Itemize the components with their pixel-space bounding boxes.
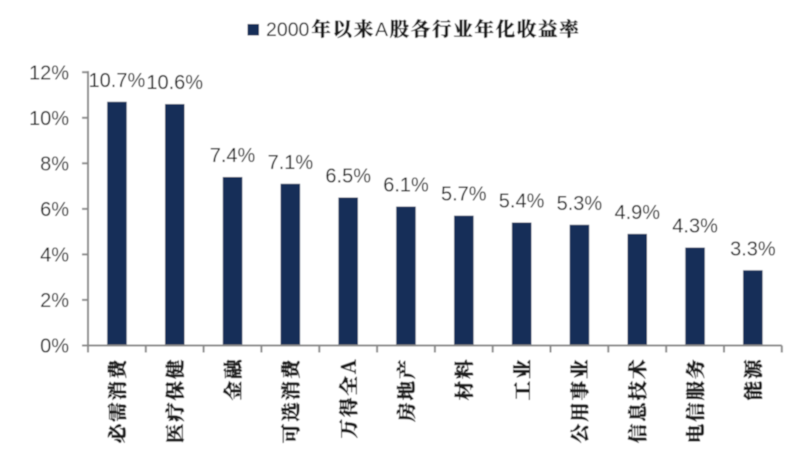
svg-text:10%: 10% (29, 108, 69, 130)
svg-text:4%: 4% (40, 245, 69, 267)
svg-text:3.3%: 3.3% (730, 238, 776, 260)
svg-text:A: A (375, 19, 388, 41)
svg-text:5.3%: 5.3% (557, 193, 603, 215)
svg-text:0%: 0% (40, 336, 69, 358)
svg-text:6%: 6% (40, 199, 69, 221)
svg-text:6.1%: 6.1% (383, 175, 429, 197)
svg-text:12%: 12% (29, 62, 69, 84)
svg-text:8%: 8% (40, 154, 69, 176)
svg-text:10.7%: 10.7% (89, 70, 146, 92)
svg-text:2000: 2000 (266, 19, 310, 41)
svg-text:7.1%: 7.1% (268, 152, 314, 174)
svg-text:4.9%: 4.9% (615, 202, 661, 224)
svg-text:6.5%: 6.5% (325, 166, 371, 188)
svg-text:4.3%: 4.3% (672, 216, 718, 238)
svg-text:5.7%: 5.7% (441, 184, 487, 206)
svg-text:10.6%: 10.6% (146, 72, 203, 94)
svg-text:5.4%: 5.4% (499, 191, 545, 213)
svg-text:7.4%: 7.4% (210, 145, 256, 167)
svg-text:2%: 2% (40, 290, 69, 312)
